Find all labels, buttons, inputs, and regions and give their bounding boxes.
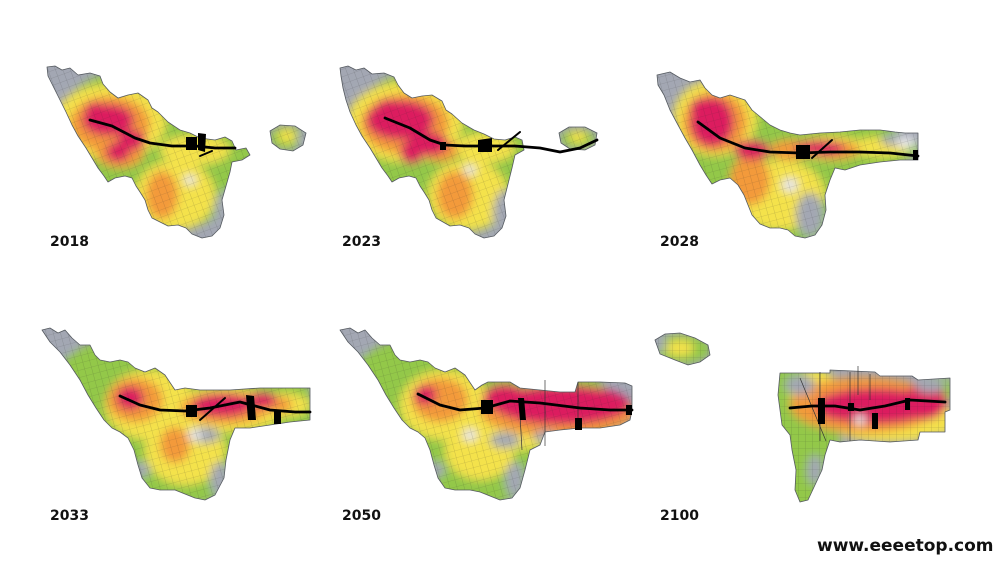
year-label: 2028 (660, 234, 699, 250)
year-label: 2018 (50, 234, 89, 250)
transit-line (88, 118, 237, 150)
transit-station (274, 410, 281, 424)
transit-station (872, 413, 878, 429)
year-label: 2033 (50, 508, 89, 524)
road-line (519, 414, 523, 451)
city-boundary (46, 65, 251, 239)
year-label: 2050 (342, 508, 381, 524)
road-line (799, 377, 827, 442)
transit-station (905, 398, 910, 410)
island-boundary (269, 124, 307, 152)
city-boundary (339, 65, 525, 239)
transit-station (518, 398, 526, 420)
transit-station (913, 150, 918, 160)
transit-station (481, 400, 493, 414)
transit-station (796, 145, 810, 159)
year-label: 2100 (660, 508, 699, 524)
island-boundary (654, 332, 711, 366)
year-label: 2023 (342, 234, 381, 250)
transit-line (497, 131, 521, 151)
transit-station (440, 142, 446, 150)
transit-station (478, 138, 492, 152)
transit-line (118, 394, 312, 414)
transit-station (246, 395, 256, 420)
transit-station (848, 403, 854, 411)
watermark: www.eeeetop.com (817, 536, 994, 556)
city-boundary (656, 71, 919, 239)
transit-station (186, 405, 197, 417)
island-boundary (558, 126, 598, 151)
transit-station (186, 137, 197, 150)
transit-line (811, 139, 833, 159)
transit-station (626, 405, 632, 415)
transit-line (199, 397, 226, 421)
city-boundary (339, 327, 633, 501)
transit-line (199, 150, 213, 157)
transit-station (818, 398, 825, 424)
city-boundary (41, 327, 311, 501)
transit-line (416, 392, 634, 412)
transit-station (575, 418, 582, 430)
transit-station (198, 133, 206, 152)
